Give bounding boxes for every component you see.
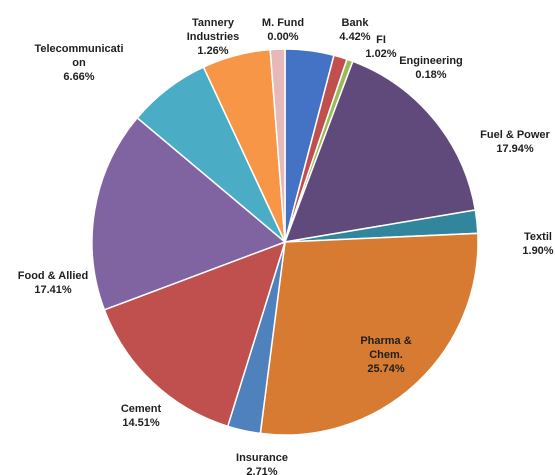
pie-slice-cement xyxy=(103,240,287,428)
data-label-line: Textil xyxy=(524,231,552,243)
data-label-telecommunication: Telecommunicati on 6.66% xyxy=(34,43,123,83)
data-label-line: Tannery xyxy=(192,17,235,29)
data-label-line: 4.42% xyxy=(339,31,370,43)
data-label-m-fund: M. Fund 0.00% xyxy=(262,17,304,43)
data-label-line: Industries xyxy=(187,31,240,43)
data-label-line: Insurance xyxy=(236,452,288,464)
pie-slices xyxy=(91,48,479,436)
pie-slice-m-fund xyxy=(269,48,286,243)
data-label-line: 6.66% xyxy=(63,71,94,83)
data-label-tannery-industries: Tannery Industries 1.26% xyxy=(187,17,240,57)
data-label-line: 0.18% xyxy=(415,69,446,81)
data-label-bank: Bank 4.42% xyxy=(339,17,370,43)
data-label-line: Cement xyxy=(121,403,162,415)
pie-slice-pharma-chem- xyxy=(259,232,479,436)
data-label-line: 17.41% xyxy=(34,284,72,296)
data-label-line: Food & Allied xyxy=(18,270,88,282)
pie-slice-fuel-power xyxy=(283,60,477,243)
data-label-food-allied: Food & Allied 17.41% xyxy=(18,270,88,296)
data-label-line: Telecommunicati xyxy=(34,43,123,55)
data-label-insurance: Insurance 2.71% xyxy=(236,452,288,475)
data-label-line: Chem. xyxy=(369,349,403,361)
data-label-line: 17.94% xyxy=(496,143,534,155)
data-label-line: 14.51% xyxy=(122,417,160,429)
data-label-textile: Textil 1.90% xyxy=(522,231,553,257)
data-label-line: FI xyxy=(376,34,386,46)
data-label-line: on xyxy=(72,57,86,69)
data-label-pharma-chem-: Pharma & Chem. 25.74% xyxy=(360,335,411,375)
data-label-cement: Cement 14.51% xyxy=(121,403,162,429)
data-label-line: Bank xyxy=(342,17,370,29)
data-label-fuel-power: Fuel & Power 17.94% xyxy=(480,129,550,155)
pie-slice-food-allied xyxy=(91,116,287,311)
data-label-engineering: Engineering 0.18% xyxy=(399,55,463,81)
data-label-line: Fuel & Power xyxy=(480,129,550,141)
data-label-line: 25.74% xyxy=(367,363,405,375)
data-label-line: 2.71% xyxy=(246,466,277,475)
data-label-line: 1.02% xyxy=(365,48,396,60)
data-label-line: 1.90% xyxy=(522,245,553,257)
data-label-fi: FI 1.02% xyxy=(365,34,396,60)
pie-labels: Bank 4.42% FI 1.02%Engineering 0.18% Fuel & P… xyxy=(18,17,554,475)
data-label-line: 0.00% xyxy=(267,31,298,43)
data-label-line: 1.26% xyxy=(197,45,228,57)
data-label-line: Pharma & xyxy=(360,335,411,347)
data-label-line: Engineering xyxy=(399,55,463,67)
data-label-line: M. Fund xyxy=(262,17,304,29)
